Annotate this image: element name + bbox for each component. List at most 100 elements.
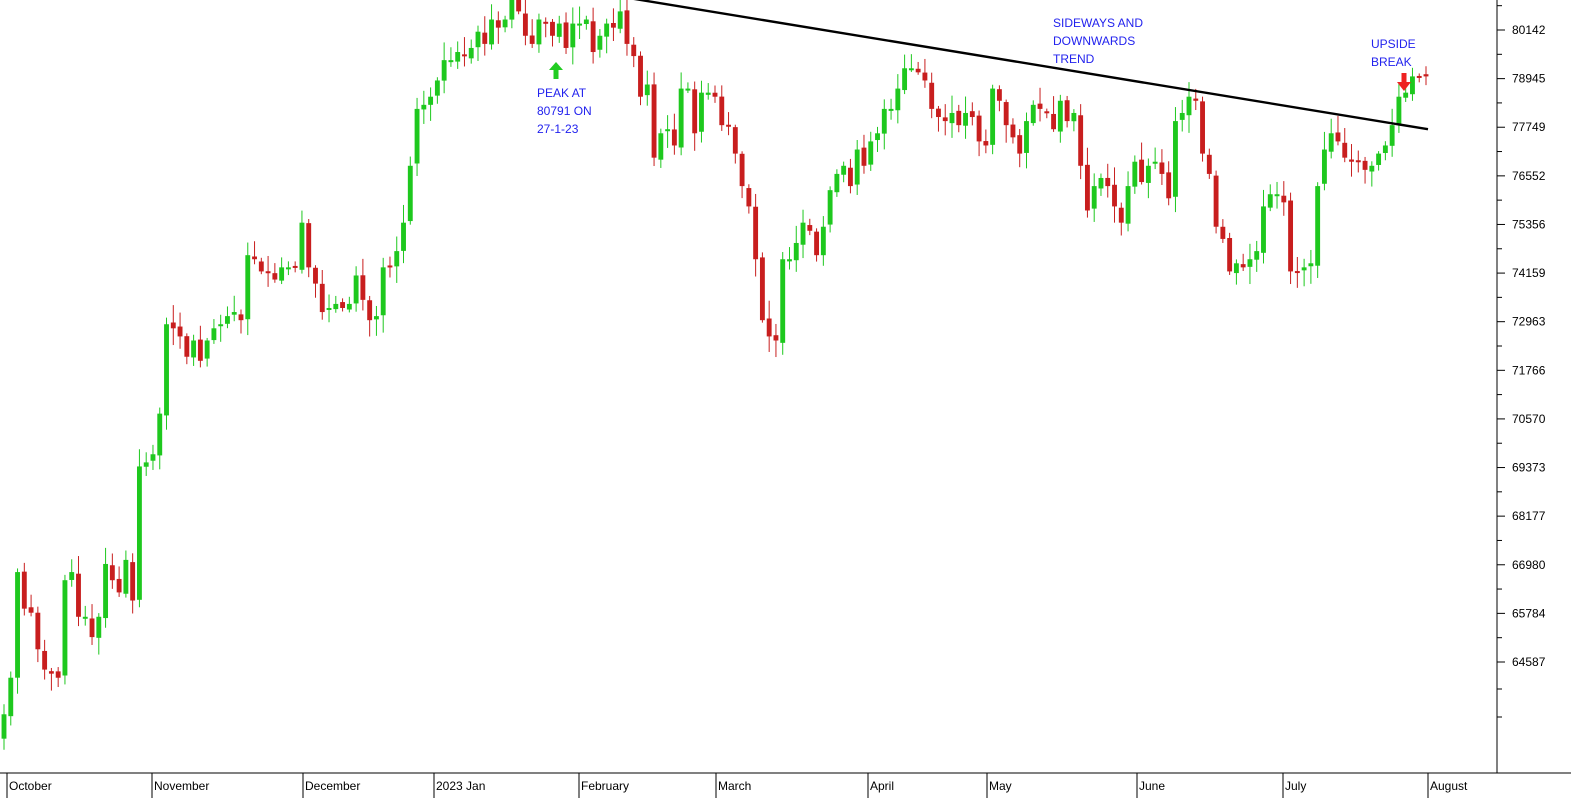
candle <box>136 449 142 608</box>
candle-body <box>705 92 711 95</box>
candle-body <box>1112 184 1117 207</box>
candle <box>489 4 494 50</box>
candle-body <box>1220 226 1226 239</box>
candle-body <box>1078 115 1084 166</box>
candle <box>1057 94 1063 143</box>
candle <box>340 298 346 312</box>
candle-body <box>1193 98 1199 101</box>
x-tick-label: April <box>870 779 894 793</box>
candle-body <box>1 714 7 739</box>
candle-body <box>42 650 48 670</box>
candle-body <box>868 141 874 165</box>
candle-body <box>651 84 657 158</box>
candle-body <box>191 340 197 358</box>
candle-body <box>847 167 853 187</box>
candle <box>1084 147 1090 218</box>
candle <box>1288 192 1294 285</box>
candle-body <box>367 300 373 321</box>
candle <box>265 255 271 287</box>
candle-body <box>109 565 115 581</box>
candle <box>590 7 596 64</box>
candle-body <box>1389 125 1395 146</box>
candle <box>638 51 643 106</box>
candle-body <box>502 19 508 28</box>
candle <box>827 186 833 233</box>
candle-body <box>8 677 14 717</box>
candle <box>96 613 102 655</box>
candle-body <box>1132 161 1138 187</box>
candle-body <box>204 340 210 359</box>
candle-body <box>759 257 765 321</box>
candle-body <box>482 32 488 44</box>
candle-body <box>827 190 833 225</box>
candle-body <box>421 104 427 110</box>
x-tick-label: November <box>154 779 209 793</box>
candle <box>421 90 427 124</box>
candle <box>1328 118 1334 159</box>
candle <box>509 0 515 29</box>
candle-body <box>820 226 826 256</box>
candle-body <box>1173 121 1178 197</box>
candle <box>89 604 95 645</box>
candle <box>936 105 941 132</box>
candle-body <box>62 580 68 676</box>
candle-body <box>1355 160 1361 163</box>
candle-body <box>699 92 704 132</box>
candle <box>285 261 291 276</box>
candle <box>1 704 7 750</box>
candle-body <box>1037 103 1043 109</box>
candle <box>1342 128 1348 163</box>
candle <box>407 156 413 225</box>
candle-body <box>1010 124 1016 138</box>
candle <box>1261 189 1266 264</box>
candle-body <box>895 88 901 111</box>
candle-body <box>773 335 779 341</box>
candle-body <box>875 133 880 141</box>
candle <box>956 104 962 133</box>
candle-body <box>1423 74 1429 77</box>
candle <box>671 113 677 155</box>
candle-body <box>1267 194 1273 208</box>
candle-body <box>563 22 569 48</box>
candle-body <box>428 96 434 105</box>
candle <box>746 184 752 214</box>
candle <box>651 72 657 167</box>
candle-body <box>1369 165 1375 172</box>
y-tick-label: 72963 <box>1512 315 1546 329</box>
candle-body <box>55 671 61 678</box>
candle <box>482 16 488 56</box>
candle-body <box>556 23 562 37</box>
candle-body <box>1179 112 1185 120</box>
candle-body <box>1186 96 1192 116</box>
candle-body <box>1315 186 1321 266</box>
candle-body <box>1145 165 1151 183</box>
candle <box>1416 73 1422 83</box>
candle-body <box>177 326 183 337</box>
candle <box>976 110 982 157</box>
candle-body <box>170 322 176 329</box>
x-tick-label: May <box>989 779 1012 793</box>
candle <box>929 72 935 119</box>
candle <box>915 61 921 75</box>
candle-body <box>1274 194 1280 197</box>
candle <box>949 95 955 138</box>
candle-body <box>638 55 643 97</box>
y-tick-label: 77749 <box>1512 120 1546 134</box>
candle <box>726 112 731 136</box>
candle <box>76 556 81 627</box>
candle-body <box>888 108 894 111</box>
candle-body <box>1301 267 1307 271</box>
candle <box>1349 144 1354 177</box>
candle <box>130 553 136 614</box>
candle-body <box>617 11 623 29</box>
y-tick-label: 68177 <box>1512 509 1546 523</box>
candle <box>360 258 366 311</box>
candle-body <box>1030 104 1036 124</box>
candle <box>1410 67 1415 101</box>
candle-body <box>252 256 257 260</box>
candle <box>780 252 786 355</box>
candle <box>1037 87 1043 122</box>
candle <box>1213 170 1219 234</box>
candle <box>1389 108 1395 157</box>
candle-body <box>1308 263 1314 267</box>
